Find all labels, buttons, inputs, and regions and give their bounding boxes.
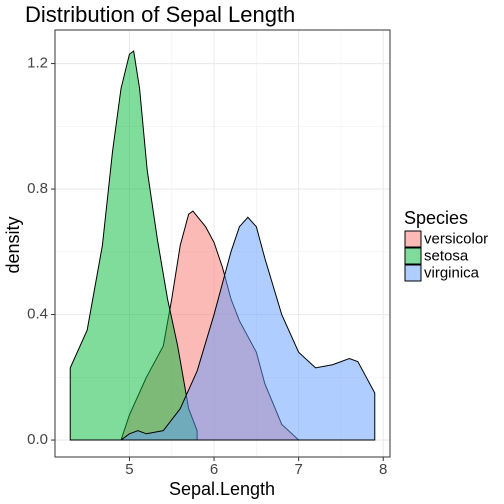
y-tick-label: 0.4 [27,306,48,323]
x-tick-label: 7 [294,461,302,478]
legend-key [404,247,422,265]
y-tick-label: 1.2 [27,55,48,72]
x-tick-label: 8 [379,461,387,478]
legend-key [404,264,422,282]
legend-title: Species [404,208,468,228]
panel-border [54,29,391,458]
legend-label: virginica [424,264,480,281]
chart-title: Distribution of Sepal Length [25,2,295,27]
x-tick-label: 6 [210,461,218,478]
y-tick-label: 0.0 [27,431,48,448]
y-tick-label: 0.8 [27,180,48,197]
legend-key [404,230,422,248]
x-tick-label: 5 [125,461,133,478]
legend-label: versicolor [424,230,488,247]
x-axis-label: Sepal.Length [169,479,275,499]
y-axis-label: density [3,216,23,273]
legend-label: setosa [424,247,469,264]
density-area [119,216,376,441]
